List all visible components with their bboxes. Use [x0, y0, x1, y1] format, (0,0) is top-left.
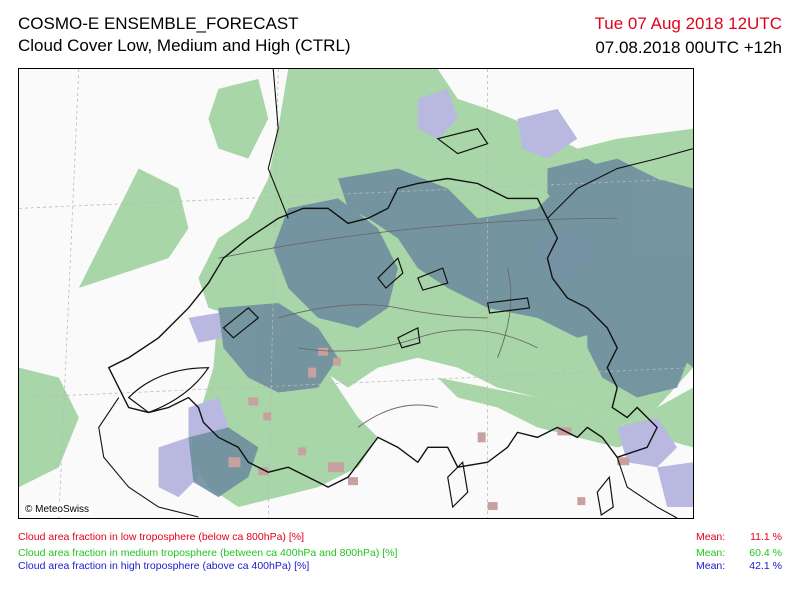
map-canvas: [19, 69, 693, 518]
national-border: [107, 177, 658, 488]
map-title: COSMO-E ENSEMBLE_FORECAST: [18, 14, 299, 33]
meteoswiss-credit: © MeteoSwiss: [23, 504, 92, 515]
map-graticule: [19, 69, 693, 518]
legend-low-cloud: Cloud area fraction in low troposphere (…: [18, 531, 304, 543]
mean-medium-value: 60.4 %: [749, 547, 782, 559]
mean-low-value: 11.1 %: [750, 531, 782, 543]
overlap-cloud-layer: [188, 158, 693, 498]
lakes: [127, 128, 614, 517]
run-time: 07.08.2018 00UTC +12h: [595, 38, 782, 57]
mean-low-cloud: Mean: 11.1 %: [696, 531, 782, 543]
valid-time: Tue 07 Aug 2018 12UTC: [594, 14, 782, 33]
mean-high-label: Mean:: [696, 560, 726, 572]
legend-high-cloud: Cloud area fraction in high troposphere …: [18, 560, 310, 572]
mean-medium-cloud: Mean: 60.4 %: [696, 547, 782, 559]
mean-medium-label: Mean:: [696, 547, 726, 559]
legend-medium-cloud: Cloud area fraction in medium tropospher…: [18, 547, 398, 559]
foreign-border: [98, 69, 693, 518]
mean-high-cloud: Mean: 42.1 %: [696, 560, 782, 572]
mean-high-value: 42.1 %: [749, 560, 782, 572]
cloud-cover-map[interactable]: © MeteoSwiss: [18, 68, 694, 519]
mean-low-label: Mean:: [696, 531, 726, 543]
map-subtitle: Cloud Cover Low, Medium and High (CTRL): [18, 36, 351, 55]
